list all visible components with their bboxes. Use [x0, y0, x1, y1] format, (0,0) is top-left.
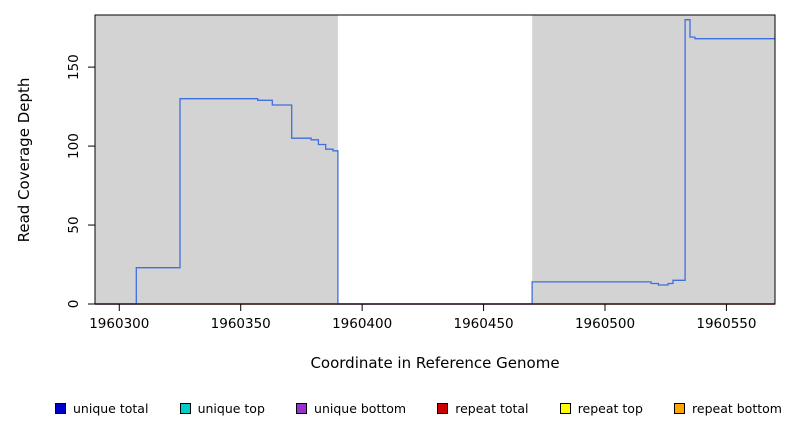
legend-label: unique total [73, 401, 149, 416]
y-tick-label: 0 [66, 300, 82, 309]
legend-swatch [437, 403, 449, 414]
x-tick-label: 1960300 [89, 316, 149, 332]
y-tick-label: 100 [66, 133, 82, 159]
coverage-plot-area: 1960300 1960350 1960400 1960450 1960500 19605… [66, 14, 776, 332]
legend-item-repeat-bottom: repeat bottom [674, 401, 782, 416]
chart-legend: unique total unique top unique bottom repea… [55, 401, 782, 416]
plot-border [94, 14, 776, 305]
legend-item-unique-top: unique top [179, 401, 265, 416]
legend-item-repeat-total: repeat total [437, 401, 529, 416]
series-unique-total [95, 19, 775, 305]
x-tick-label: 1960400 [332, 316, 392, 332]
legend-label: unique bottom [314, 401, 407, 416]
x-axis-label: Coordinate in Reference Genome [310, 354, 560, 372]
legend-swatch [559, 403, 571, 414]
x-tick-label: 1960550 [696, 316, 756, 332]
legend-item-unique-bottom: unique bottom [296, 401, 406, 416]
x-tick-label: 1960500 [575, 316, 635, 332]
legend-swatch [55, 403, 66, 414]
shaded-region [95, 15, 338, 304]
shaded-region [532, 15, 775, 304]
legend-swatch [179, 403, 191, 414]
legend-swatch [674, 403, 686, 414]
legend-swatch [296, 403, 308, 414]
y-tick-label: 150 [66, 54, 82, 80]
legend-item-repeat-top: repeat top [559, 401, 643, 416]
y-axis-label: Read Coverage Depth [15, 77, 33, 243]
y-tick-label: 50 [66, 216, 82, 233]
legend-label: repeat total [455, 401, 529, 416]
legend-label: unique top [197, 401, 265, 416]
legend-label: repeat bottom [692, 401, 782, 416]
legend-label: repeat top [577, 401, 643, 416]
x-tick-label: 1960350 [211, 316, 271, 332]
x-tick-label: 1960450 [454, 316, 514, 332]
legend-item-unique-total: unique total [55, 401, 148, 416]
